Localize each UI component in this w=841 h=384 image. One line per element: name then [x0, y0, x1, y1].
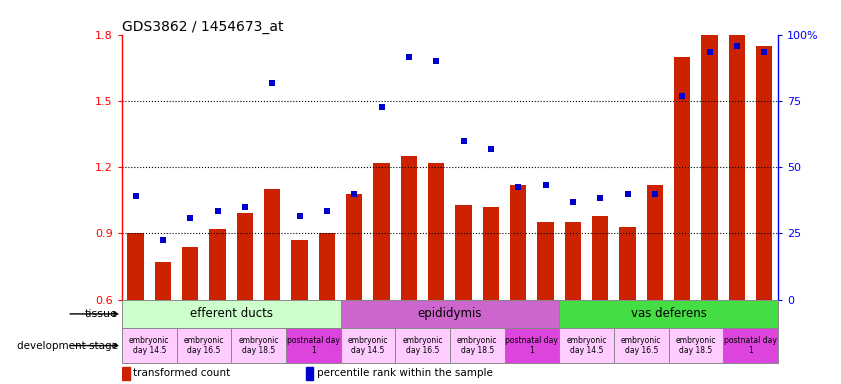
Bar [450, 328, 505, 363]
Text: efferent ducts: efferent ducts [190, 308, 272, 320]
Point [675, 93, 689, 99]
Point [511, 184, 525, 190]
Point [293, 213, 306, 219]
Point [156, 237, 170, 243]
Bar [127, 233, 144, 300]
Point [320, 208, 334, 214]
Bar [319, 233, 335, 300]
Bar [155, 262, 171, 300]
Bar [701, 35, 717, 300]
Text: postnatal day
1: postnatal day 1 [724, 336, 777, 355]
Bar [428, 163, 444, 300]
Text: embryonic
day 14.5: embryonic day 14.5 [129, 336, 170, 355]
Text: development stage: development stage [17, 341, 118, 351]
Bar [346, 194, 362, 300]
Bar [728, 35, 745, 300]
Text: vas deferens: vas deferens [631, 308, 706, 320]
Bar [305, 367, 314, 380]
Bar [559, 328, 614, 363]
Bar [122, 300, 341, 328]
Point [347, 190, 361, 197]
Bar [209, 229, 225, 300]
Point [566, 199, 579, 205]
Bar [177, 328, 231, 363]
Text: embryonic
day 14.5: embryonic day 14.5 [347, 336, 389, 355]
Bar [559, 300, 778, 328]
Point [430, 58, 443, 64]
Text: tissue: tissue [85, 309, 118, 319]
Text: percentile rank within the sample: percentile rank within the sample [317, 368, 493, 379]
Text: postnatal day
1: postnatal day 1 [287, 336, 340, 355]
Bar [756, 46, 772, 300]
Text: embryonic
day 14.5: embryonic day 14.5 [566, 336, 607, 355]
Bar [264, 189, 280, 300]
Bar [122, 328, 177, 363]
Bar [236, 214, 253, 300]
Point [238, 204, 251, 210]
Bar [286, 328, 341, 363]
Bar [669, 328, 723, 363]
Point [211, 208, 225, 214]
Bar [592, 216, 608, 300]
Text: GDS3862 / 1454673_at: GDS3862 / 1454673_at [122, 20, 283, 33]
Bar [400, 156, 417, 300]
Bar [537, 222, 553, 300]
Bar [510, 185, 526, 300]
Point [594, 195, 607, 201]
Bar [291, 240, 308, 300]
Point [730, 43, 743, 49]
Point [375, 104, 389, 111]
Bar [182, 247, 198, 300]
Bar [455, 205, 472, 300]
Point [758, 49, 771, 55]
Bar [341, 328, 395, 363]
Bar [505, 328, 559, 363]
Point [539, 182, 553, 188]
Text: postnatal day
1: postnatal day 1 [505, 336, 558, 355]
Bar [122, 367, 130, 380]
Point [648, 190, 662, 197]
Text: embryonic
day 16.5: embryonic day 16.5 [402, 336, 443, 355]
Text: embryonic
day 18.5: embryonic day 18.5 [457, 336, 498, 355]
Text: transformed count: transformed count [133, 368, 230, 379]
Point [457, 137, 470, 144]
Bar [231, 328, 286, 363]
Bar [614, 328, 669, 363]
Text: embryonic
day 18.5: embryonic day 18.5 [238, 336, 279, 355]
Point [621, 190, 634, 197]
Text: epididymis: epididymis [418, 308, 482, 320]
Bar [647, 185, 663, 300]
Bar [619, 227, 636, 300]
Bar [373, 163, 389, 300]
Bar [564, 222, 581, 300]
Point [402, 54, 415, 60]
Text: embryonic
day 16.5: embryonic day 16.5 [183, 336, 225, 355]
Point [484, 146, 498, 152]
Text: embryonic
day 18.5: embryonic day 18.5 [675, 336, 717, 355]
Point [129, 193, 142, 199]
Text: embryonic
day 16.5: embryonic day 16.5 [621, 336, 662, 355]
Point [183, 215, 197, 221]
Bar [723, 328, 778, 363]
Bar [483, 207, 499, 300]
Bar [674, 57, 690, 300]
Point [703, 49, 717, 55]
Bar [395, 328, 450, 363]
Bar [341, 300, 559, 328]
Point [266, 80, 279, 86]
